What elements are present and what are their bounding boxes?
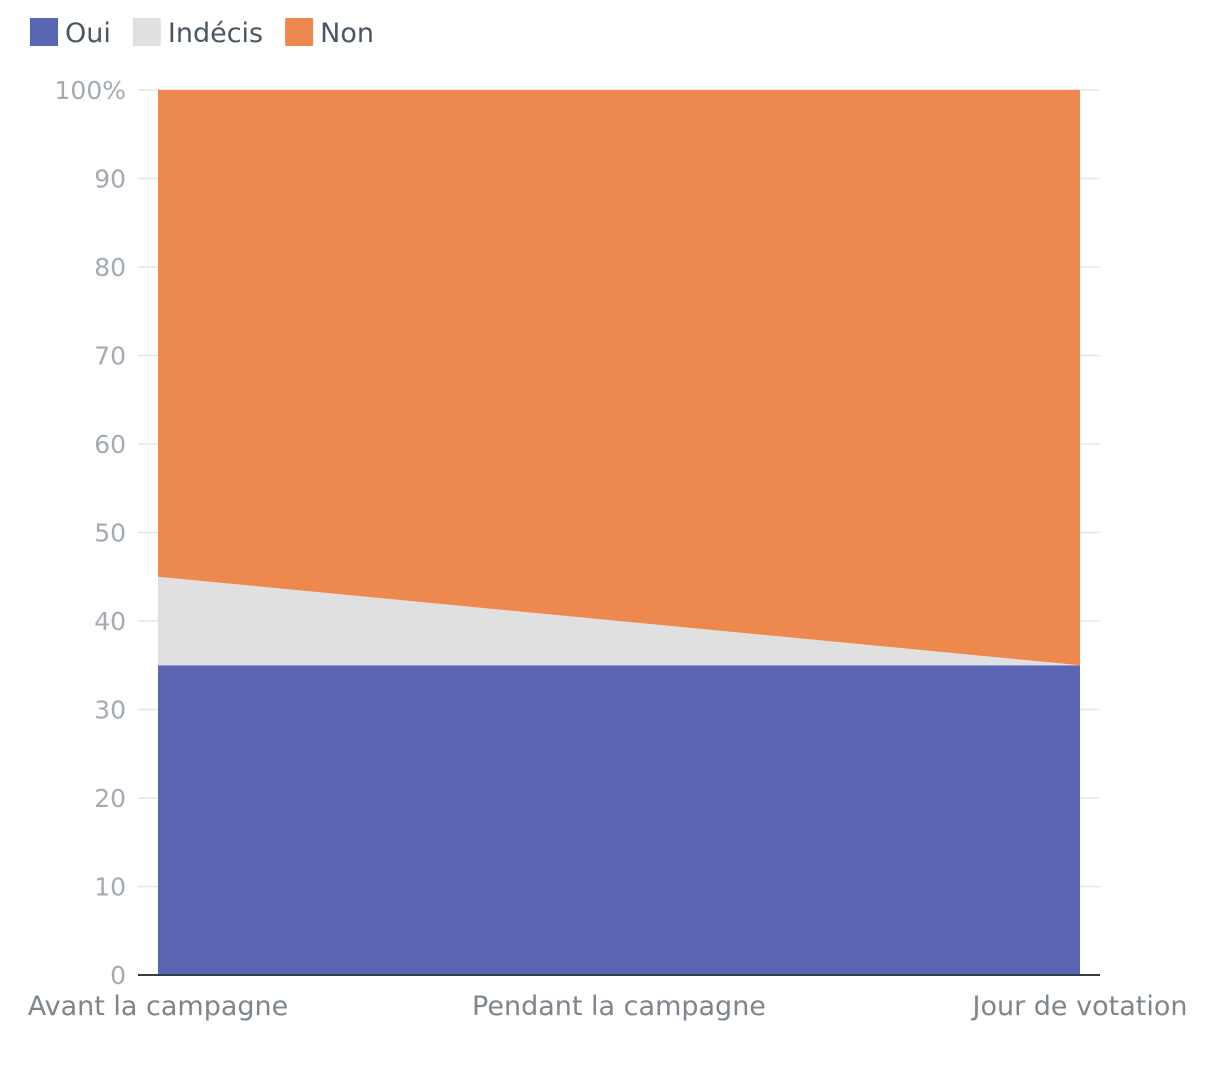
legend-swatch [30, 18, 58, 46]
y-tick-label-8: 80 [94, 253, 126, 282]
series-areas [158, 90, 1080, 975]
y-tick-label-4: 40 [94, 607, 126, 636]
y-tick-label-7: 70 [94, 342, 126, 371]
y-tick-label-5: 50 [94, 519, 126, 548]
legend-label: Oui [65, 18, 111, 49]
y-tick-label-10: 100% [55, 76, 126, 105]
y-tick-label-3: 30 [94, 696, 126, 725]
legend-label: Indécis [168, 18, 263, 49]
legend-item-0: Oui [30, 18, 111, 49]
area-oui [158, 665, 1080, 975]
y-tick-label-9: 90 [94, 165, 126, 194]
y-tick-label-0: 0 [110, 961, 126, 990]
legend-item-2: Non [285, 18, 374, 49]
area-non [158, 90, 1080, 666]
x-tick-label-0: Avant la campagne [28, 991, 289, 1022]
legend-item-1: Indécis [132, 18, 263, 49]
y-tick-label-6: 60 [94, 430, 126, 459]
legend: Oui Indécis Non [30, 18, 374, 49]
y-tick-label-2: 20 [94, 784, 126, 813]
y-axis-ticks: 0 10 20 30 40 50 60 70 80 90 100% [55, 76, 126, 990]
x-axis-ticks: Avant la campagne Pendant la campagne Jour… [28, 991, 1188, 1022]
legend-swatch [285, 18, 314, 46]
legend-label: Non [320, 18, 374, 49]
y-tick-label-1: 10 [94, 873, 126, 902]
legend-swatch [132, 18, 161, 46]
x-tick-label-2: Jour de votation [971, 991, 1188, 1022]
x-tick-label-1: Pendant la campagne [472, 991, 766, 1022]
